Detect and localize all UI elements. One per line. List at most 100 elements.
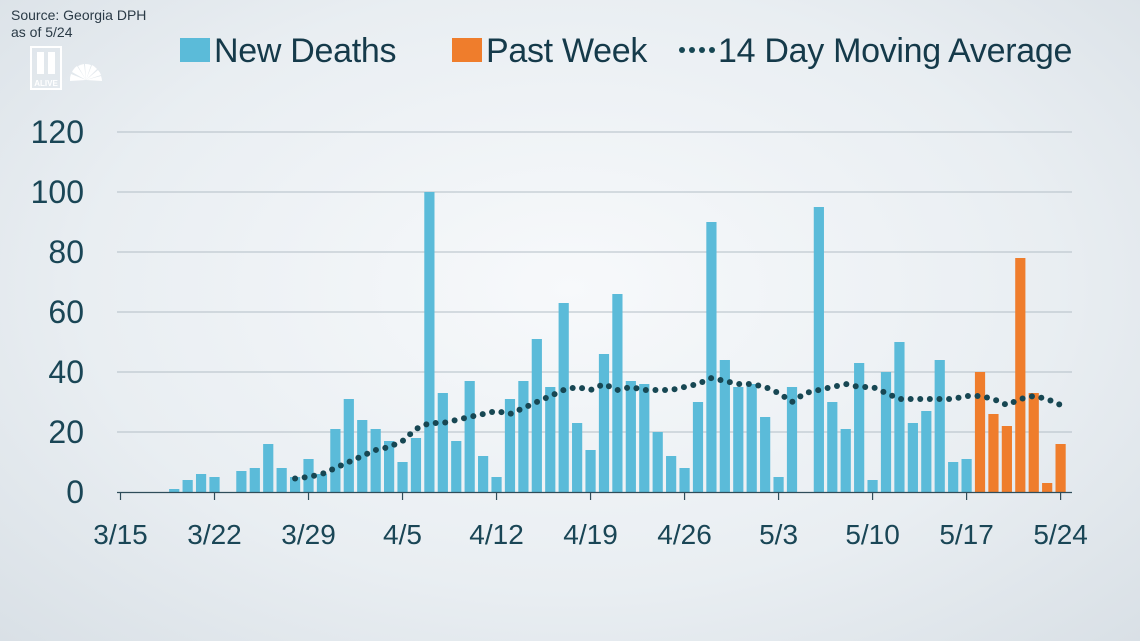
moving-average-point <box>1047 397 1054 404</box>
new-deaths-bar <box>249 468 260 492</box>
moving-average-point <box>983 394 990 401</box>
moving-average-point <box>414 425 421 432</box>
logo-one-right <box>48 52 55 74</box>
moving-average-point <box>551 391 558 398</box>
moving-average-point <box>773 388 780 395</box>
as-of-date: as of 5/24 <box>11 24 73 40</box>
moving-average-point <box>955 394 962 401</box>
moving-average-point <box>824 385 831 392</box>
new-deaths-bar <box>719 360 730 492</box>
new-deaths-bar <box>558 303 569 492</box>
moving-average-point <box>292 475 299 482</box>
x-tick-label: 3/29 <box>281 519 336 550</box>
new-deaths-bar <box>478 456 489 492</box>
new-deaths-bar <box>316 474 328 492</box>
x-tick-label: 3/22 <box>187 519 242 550</box>
moving-average-point <box>964 393 971 399</box>
new-deaths-bar <box>504 399 516 492</box>
moving-average-point <box>690 382 697 389</box>
new-deaths-bar <box>572 423 583 492</box>
moving-average-point <box>460 415 467 422</box>
new-deaths-bar <box>531 339 542 492</box>
new-deaths-bar <box>639 384 650 492</box>
new-deaths-bar <box>666 456 677 492</box>
new-deaths-bar <box>585 450 596 492</box>
moving-average-point <box>423 421 430 428</box>
x-tick-label: 5/24 <box>1033 519 1088 550</box>
moving-average-point <box>662 387 669 393</box>
moving-average-point <box>815 387 822 394</box>
new-deaths-bar <box>813 207 824 492</box>
logo-frame <box>30 46 62 90</box>
new-deaths-bar <box>518 381 529 492</box>
new-deaths-bar <box>276 468 287 492</box>
source-note: Source: Georgia DPH as of 5/24 <box>11 7 146 41</box>
moving-average-point <box>597 382 604 389</box>
moving-average-point <box>633 385 640 392</box>
x-tick-label: 5/17 <box>939 519 994 550</box>
x-tick-label: 4/19 <box>563 519 618 550</box>
moving-average-point <box>862 384 869 390</box>
moving-average-point <box>671 386 678 393</box>
moving-average-line <box>292 375 1063 482</box>
moving-average-point <box>451 417 458 424</box>
moving-average-point <box>833 382 840 389</box>
new-deaths-bar <box>760 417 771 492</box>
new-deaths-bar <box>612 294 623 492</box>
moving-average-point <box>624 384 631 391</box>
gridlines <box>117 131 1072 433</box>
moving-average-point <box>346 458 353 465</box>
bars <box>169 192 1066 492</box>
moving-average-point <box>926 396 933 402</box>
new-deaths-bar <box>746 384 757 492</box>
y-tick-label: 0 <box>66 474 84 510</box>
new-deaths-bar <box>236 471 247 492</box>
moving-average-point <box>917 396 924 402</box>
moving-average-point <box>1019 395 1026 402</box>
new-deaths-bar <box>961 459 972 492</box>
moving-average-point <box>372 446 379 453</box>
x-tick-label: 4/5 <box>383 519 422 550</box>
new-deaths-bar <box>169 489 180 492</box>
new-deaths-bar <box>786 387 798 492</box>
new-deaths-bar <box>773 477 784 492</box>
peacock-icon <box>69 63 102 81</box>
moving-average-point <box>936 396 943 402</box>
moving-average-point <box>871 384 878 391</box>
moving-average-point <box>898 396 905 402</box>
x-tick-label: 4/26 <box>657 519 712 550</box>
moving-average-point <box>1056 401 1063 408</box>
moving-average-point <box>516 406 523 413</box>
moving-average-point <box>797 393 804 400</box>
moving-average-point <box>605 383 612 390</box>
new-deaths-bar <box>840 429 851 492</box>
past-week-bar <box>974 372 986 492</box>
moving-average-point <box>993 397 1000 404</box>
y-tick-label: 40 <box>48 354 84 390</box>
moving-average-point <box>614 386 621 393</box>
moving-average-point <box>642 387 649 393</box>
moving-average-point <box>470 413 477 420</box>
axes: 0 20 40 60 80 100 120 3/15 3/22 3/29 4/5 4/12 4/19 4/… <box>31 114 1088 550</box>
moving-average-point <box>534 398 541 405</box>
station-logo: ALIVE <box>30 46 102 90</box>
moving-average-point <box>946 396 953 402</box>
new-deaths-bar <box>303 459 314 492</box>
new-deaths-bar <box>370 429 381 492</box>
moving-average-point <box>364 450 371 457</box>
new-deaths-bar <box>827 402 838 492</box>
new-deaths-bar <box>182 480 193 492</box>
y-tick-label: 120 <box>31 114 84 150</box>
moving-average-point <box>442 419 449 426</box>
past-week-bar <box>1042 483 1053 492</box>
logo-one-left <box>37 52 44 74</box>
moving-average-point <box>726 379 733 386</box>
moving-average-point <box>337 462 344 469</box>
y-tick-label: 80 <box>48 234 84 270</box>
y-tick-label: 100 <box>31 174 84 210</box>
logo-text: ALIVE <box>34 79 58 88</box>
new-deaths-bar <box>491 477 502 492</box>
past-week-bar <box>1055 444 1066 492</box>
moving-average-point <box>755 382 762 389</box>
